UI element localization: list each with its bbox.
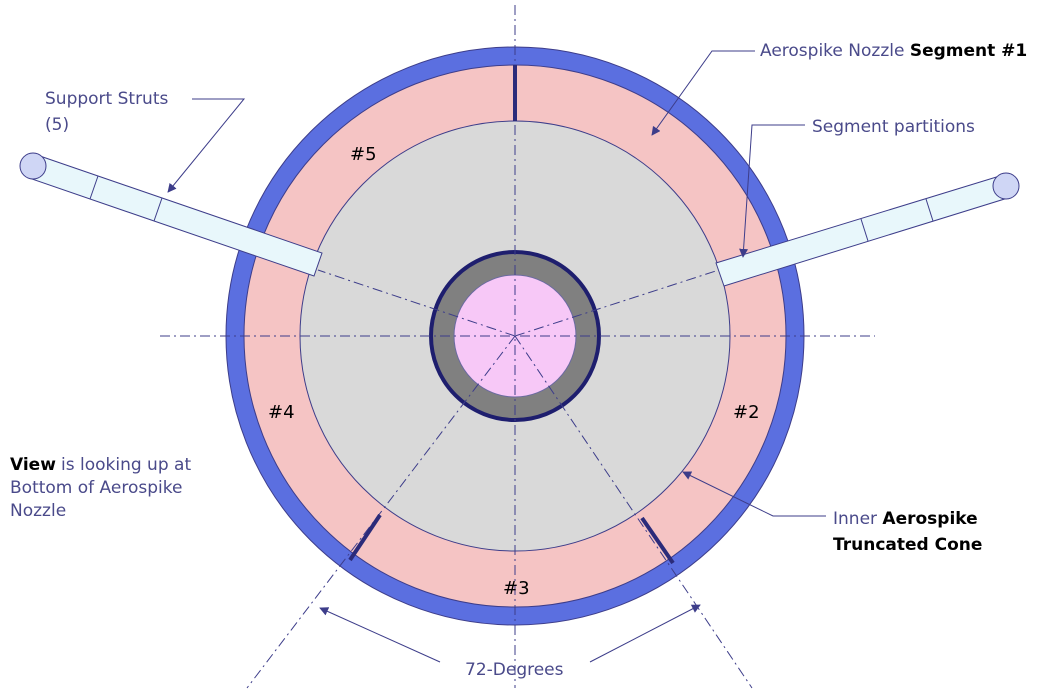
inner-cone-label-text: Inner <box>833 509 882 529</box>
degrees-arrow-right <box>589 604 701 663</box>
strut-left-joint-1 <box>89 175 99 200</box>
segment-label-4: #4 <box>268 402 295 423</box>
degrees-arrow-left <box>319 607 441 663</box>
strut-right-joint-1 <box>860 218 869 242</box>
ray-upper-right <box>514 268 723 337</box>
support-struts-leader <box>167 98 246 193</box>
segment-label-3: #3 <box>503 578 530 599</box>
view-note-line-3: Nozzle <box>10 501 66 521</box>
view-note-line-2: Bottom of Aerospike <box>10 478 182 498</box>
view-note-bold: View <box>10 455 56 475</box>
partition-lower-right <box>640 516 675 565</box>
ray-lower-left <box>246 335 516 689</box>
centerlines <box>160 5 875 689</box>
inner-cone-label: Inner Aerospike <box>833 509 978 529</box>
segment-partitions-label: Segment partitions <box>812 117 975 137</box>
degrees-label: 72-Degrees <box>465 660 564 680</box>
partition-lower-left <box>348 513 382 562</box>
support-struts-count: (5) <box>45 115 69 135</box>
nozzle-segment-label-bold: Segment #1 <box>910 41 1027 61</box>
segment-label-2: #2 <box>733 402 760 423</box>
support-struts-label: Support Struts <box>45 89 168 109</box>
support-strut-left <box>19 152 323 277</box>
view-note-line-1: View is looking up at <box>10 455 191 475</box>
nozzle-segment-leader <box>651 50 755 136</box>
strut-right-end <box>992 172 1020 200</box>
strut-left-end <box>19 152 47 180</box>
nozzle-segment-label: Aerospike Nozzle Segment #1 <box>760 41 1027 61</box>
strut-left-joint-2 <box>153 197 163 222</box>
support-strut-right <box>715 172 1020 287</box>
nozzle-segment-label-text: Aerospike Nozzle <box>760 41 910 61</box>
view-note-rest: is looking up at <box>61 455 191 475</box>
inner-cone-label-bold-2: Truncated Cone <box>833 535 982 555</box>
ray-upper-left <box>317 269 516 337</box>
inner-cone-label-bold-1: Aerospike <box>882 509 977 529</box>
segment-partitions <box>348 65 675 565</box>
segment-partitions-leader <box>739 124 805 258</box>
strut-right-joint-2 <box>925 198 934 222</box>
segment-label-5: #5 <box>350 144 377 165</box>
inner-cone-leader <box>682 471 826 517</box>
